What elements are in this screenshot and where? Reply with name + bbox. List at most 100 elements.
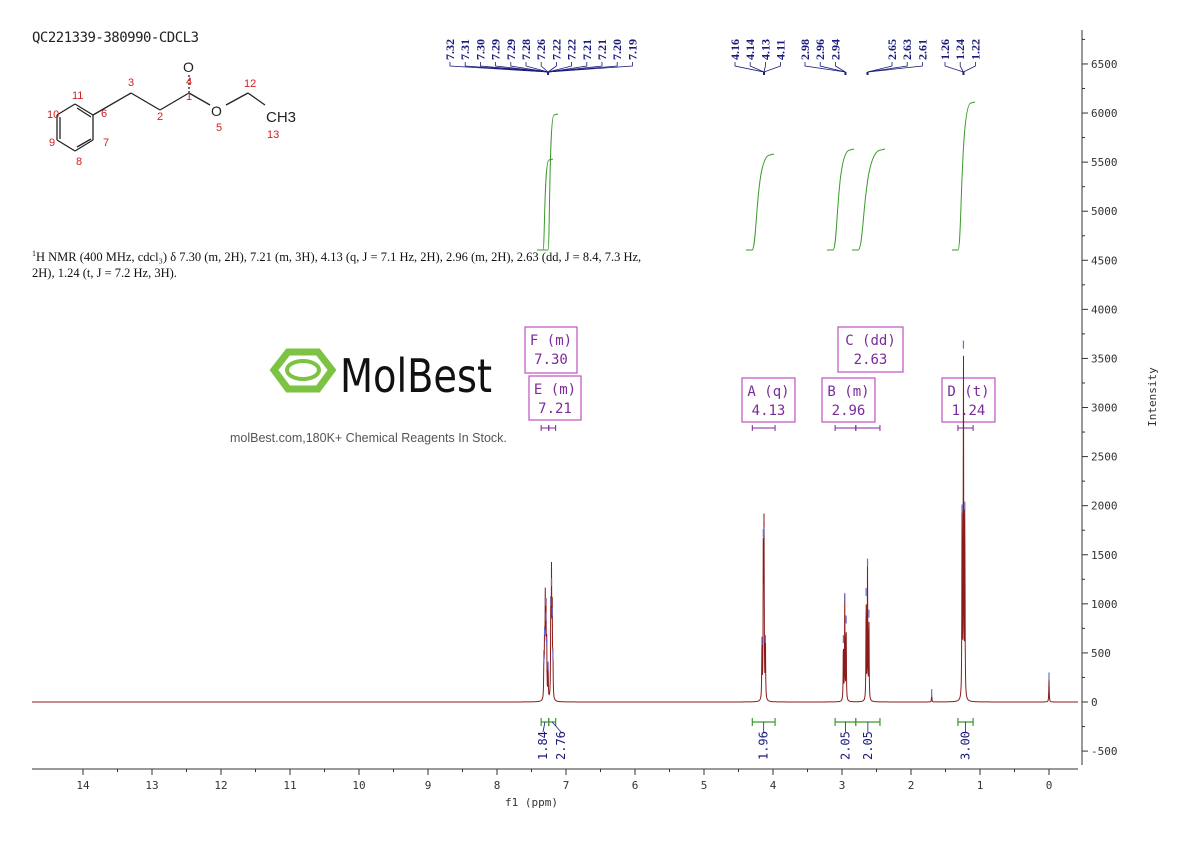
- multiplet-shift: 7.30: [534, 352, 568, 368]
- integral-region: 2.05: [834, 718, 857, 760]
- x-tick-label: 3: [839, 779, 846, 792]
- integral-curve: [952, 101, 976, 251]
- peak-label: 4.13: [758, 39, 772, 60]
- integral-value: 1.96: [757, 731, 771, 760]
- multiplet-box: [524, 326, 578, 374]
- x-tick-label: 0: [1046, 779, 1053, 792]
- y-tick-label: 3000: [1091, 402, 1118, 415]
- peak-label-leader: [804, 62, 846, 73]
- peak-label-leader: [959, 62, 964, 73]
- multiplet-shift: 1.24: [952, 403, 986, 419]
- peak-label: 7.21: [595, 39, 609, 60]
- peak-label: 1.24: [953, 39, 967, 60]
- multiplet-label: F (m): [530, 333, 572, 349]
- atom-number-label: 6: [101, 108, 107, 120]
- x-tick-label: 6: [632, 779, 639, 792]
- methyl-group: CH3: [266, 109, 296, 126]
- nmr-description-text: H NMR (400 MHz, cdcl₃) δ 7.30 (m, 2H), 7…: [32, 250, 642, 281]
- atom-number-label: 11: [72, 90, 83, 102]
- peak-label: 2.94: [828, 39, 842, 60]
- x-tick-label: 13: [145, 779, 158, 792]
- multiplet-annotation: B (m) 2.96: [821, 377, 876, 431]
- y-tick-label: 1000: [1091, 598, 1118, 611]
- y-tick-label: 2500: [1091, 451, 1118, 464]
- x-tick-label: 9: [425, 779, 432, 792]
- integral-value: 3.00: [959, 731, 973, 760]
- peak-label-leader: [510, 62, 549, 73]
- peak-label-group: 4.16 4.14 4.13 4.11: [728, 39, 788, 75]
- peak-label: 7.29: [489, 39, 503, 60]
- ester-oxygen: O: [211, 103, 222, 119]
- y-tick-label: 500: [1091, 647, 1111, 660]
- sample-id: QC221339-380990-CDCL3: [32, 30, 199, 46]
- multiplet-box: [528, 375, 582, 421]
- multiplet-range-bar: [855, 425, 881, 431]
- y-tick-label: 0: [1091, 696, 1098, 709]
- multiplet-shift: 2.96: [832, 403, 866, 419]
- peak-label-leader: [867, 62, 893, 73]
- x-tick-label: 10: [352, 779, 365, 792]
- carbonyl-oxygen: O: [183, 59, 194, 75]
- peak-label-leader: [540, 62, 549, 73]
- peak-label: 4.16: [728, 39, 742, 60]
- molecule-structure: [56, 75, 266, 152]
- peak-label: 7.32: [443, 39, 457, 60]
- peak-label-leader: [749, 62, 765, 73]
- integral-curve: [537, 158, 554, 251]
- nucleus-superscript: 1: [32, 249, 36, 258]
- atom-number-label: 8: [76, 156, 82, 168]
- peak-label-leader: [963, 62, 976, 73]
- integral-value: 2.76: [554, 731, 568, 760]
- multiplet-label: E (m): [534, 382, 576, 398]
- y-tick-label: 6000: [1091, 107, 1118, 120]
- peak-label: 2.98: [798, 39, 812, 60]
- peak-label-leader: [835, 62, 846, 73]
- multiplet-annotation: A (q) 4.13: [741, 377, 796, 431]
- peak-label-leader: [763, 62, 766, 73]
- integral-region: 3.00: [957, 718, 974, 760]
- peak-label-group: 2.65 2.63 2.61: [866, 39, 929, 75]
- y-tick-label: 4000: [1091, 303, 1118, 316]
- atom-number-label: 1: [186, 91, 192, 103]
- y-tick-label: 5000: [1091, 205, 1118, 218]
- multiplet-range-bar: [834, 425, 857, 431]
- peak-label-leader: [548, 62, 633, 73]
- peak-label-group: 1.26 1.24 1.22: [938, 39, 982, 75]
- multiplet-box: [941, 377, 996, 423]
- integral-value: 2.05: [838, 731, 852, 760]
- multiplet-annotation: D (t) 1.24: [941, 377, 996, 431]
- peak-label: 7.22: [565, 39, 579, 60]
- peak-label-leader: [734, 62, 765, 73]
- peak-label: 2.61: [915, 39, 929, 60]
- multiplet-annotation: E (m) 7.21: [528, 375, 582, 431]
- multiplet-label: A (q): [747, 384, 789, 400]
- peak-label-leader: [867, 62, 908, 73]
- peak-label-leader: [819, 62, 846, 73]
- integral-value: 1.84: [536, 731, 550, 760]
- atom-number-label: 13: [267, 129, 279, 141]
- integral-leader: [542, 721, 546, 733]
- integral-value: 2.05: [861, 731, 875, 760]
- y-tick-label: 1500: [1091, 549, 1118, 562]
- watermark-tagline: molBest.com,180K+ Chemical Reagents In S…: [230, 431, 507, 445]
- integral-region: 1.84: [536, 718, 550, 760]
- y-tick-label: 5500: [1091, 156, 1118, 169]
- peak-label: 4.11: [774, 40, 788, 60]
- multiplet-shift: 4.13: [752, 403, 786, 419]
- peak-label-leader: [763, 62, 781, 73]
- x-axis-title: f1 (ppm): [505, 796, 558, 809]
- peak-label-leader: [525, 62, 549, 73]
- integral-curve: [852, 148, 886, 251]
- integral-leader: [551, 721, 562, 733]
- peak-label: 7.29: [504, 39, 518, 60]
- peak-label-leader: [479, 62, 549, 73]
- integral-curve: [542, 113, 559, 251]
- peak-label: 7.26: [534, 39, 548, 60]
- peak-label-leader: [867, 62, 923, 73]
- multiplet-range-bar: [548, 425, 557, 431]
- x-tick-label: 4: [770, 779, 777, 792]
- peak-label: 7.19: [625, 39, 639, 60]
- x-tick-label: 8: [494, 779, 501, 792]
- atom-number-label: 7: [103, 137, 109, 149]
